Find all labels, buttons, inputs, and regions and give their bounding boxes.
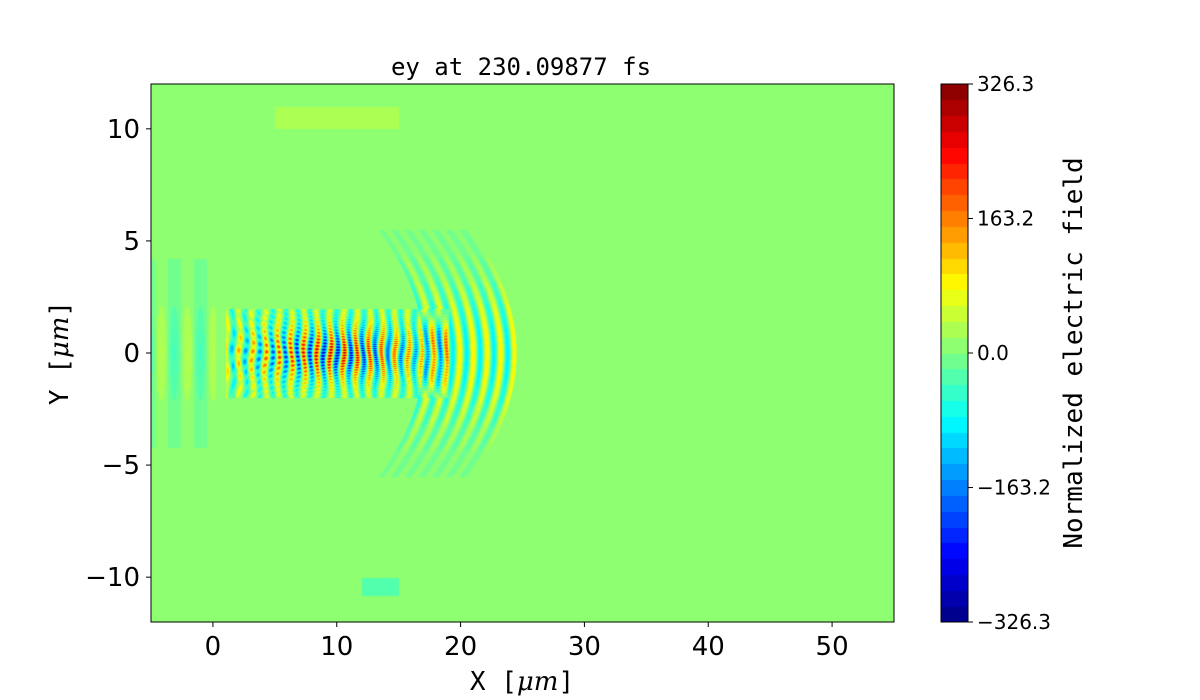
x-tick-label: 0 [205,632,222,662]
colorbar-tick-label: 0.0 [977,341,1009,365]
y-tick-label: 0 [123,339,140,369]
y-tick-label: 10 [107,115,140,145]
y-tick-label: 5 [123,227,140,257]
colorbar-tick-label: −163.2 [977,476,1051,500]
y-tick-label: −5 [102,451,140,481]
colorbar-frame [940,83,969,623]
x-tick-label: 50 [816,632,849,662]
field-heatmap [151,84,894,622]
colorbar-tick-label: 163.2 [977,206,1034,230]
x-axis-label: X [μm] [470,667,574,697]
x-tick-label: 40 [692,632,725,662]
colorbar-axis: 326.3 163.2 0.0 −163.2 −326.3 [968,72,1051,634]
colorbar-tick-label: 326.3 [977,72,1034,96]
x-tick-label: 10 [320,632,353,662]
chart-title: ey at 230.09877 fs [391,53,651,81]
x-tick-label: 30 [568,632,601,662]
y-axis-label: Y [μm] [45,301,75,405]
y-tick-label: −10 [85,563,140,593]
colorbar-label: Normalized electric field [1059,157,1089,548]
colorbar-tick-label: −326.3 [977,610,1051,634]
x-axis: 0 10 20 30 40 50 [205,622,849,662]
x-tick-label: 20 [444,632,477,662]
colorbar-gradient [941,84,968,622]
y-axis: 10 5 0 −5 −10 [85,115,151,593]
plot-frame [150,83,895,623]
